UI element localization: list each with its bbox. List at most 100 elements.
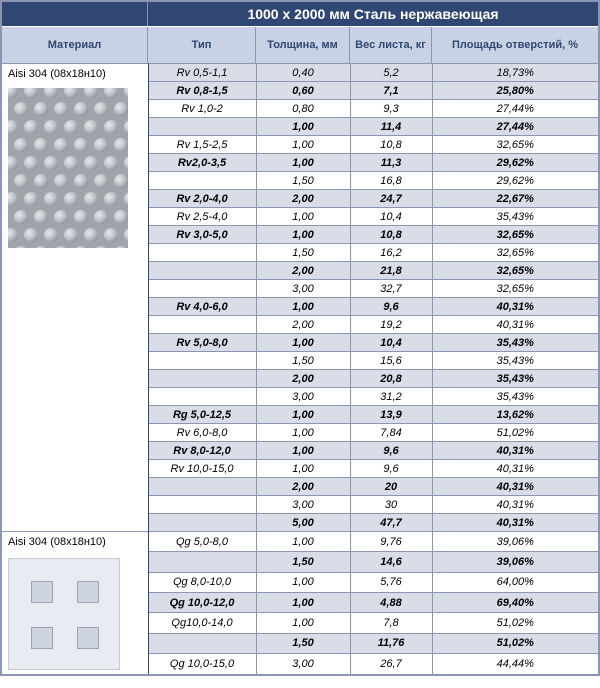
cell-wt: 9,6 xyxy=(350,442,432,460)
col-thickness: Толщина, мм xyxy=(256,27,350,63)
cell-area: 22,67% xyxy=(432,190,598,208)
cell-area: 32,65% xyxy=(432,262,598,280)
cell-th: 1,00 xyxy=(256,613,350,633)
cell-type: Rv 5,0-8,0 xyxy=(148,334,256,352)
cell-type: Rv 2,0-4,0 xyxy=(148,190,256,208)
cell-wt: 11,76 xyxy=(350,633,432,653)
cell-wt: 5,76 xyxy=(350,572,432,592)
cell-type xyxy=(148,280,256,298)
cell-area: 35,43% xyxy=(432,208,598,226)
cell-wt: 15,6 xyxy=(350,352,432,370)
cell-wt: 10,8 xyxy=(350,136,432,154)
cell-th: 1,50 xyxy=(256,552,350,572)
perforated-square-icon xyxy=(8,558,120,670)
cell-th: 1,50 xyxy=(256,172,350,190)
cell-area: 25,80% xyxy=(432,82,598,100)
cell-wt: 19,2 xyxy=(350,316,432,334)
cell-type: Qg 10,0-15,0 xyxy=(148,654,256,674)
cell-wt: 31,2 xyxy=(350,388,432,406)
cell-wt: 7,8 xyxy=(350,613,432,633)
cell-th: 5,00 xyxy=(256,514,350,532)
cell-wt: 10,4 xyxy=(350,208,432,226)
cell-area: 32,65% xyxy=(432,136,598,154)
cell-th: 1,00 xyxy=(256,154,350,172)
cell-area: 39,06% xyxy=(432,552,598,572)
title-spacer xyxy=(2,2,148,26)
cell-area: 27,44% xyxy=(432,100,598,118)
cell-wt: 13,9 xyxy=(350,406,432,424)
cell-th: 0,40 xyxy=(256,64,350,82)
cell-th: 1,00 xyxy=(256,334,350,352)
cell-th: 3,00 xyxy=(256,280,350,298)
cell-type: Rv 1,5-2,5 xyxy=(148,136,256,154)
cell-th: 1,00 xyxy=(256,442,350,460)
cell-area: 40,31% xyxy=(432,496,598,514)
cell-wt: 16,8 xyxy=(350,172,432,190)
cell-th: 1,00 xyxy=(256,136,350,154)
col-weight: Вес листа, кг xyxy=(350,27,432,63)
title-row: 1000 x 2000 мм Сталь нержавеющая xyxy=(2,0,598,26)
cell-area: 35,43% xyxy=(432,352,598,370)
cell-wt: 9,3 xyxy=(350,100,432,118)
cell-area: 40,31% xyxy=(432,460,598,478)
cell-type: Rv 6,0-8,0 xyxy=(148,424,256,442)
cell-type: Rv 3,0-5,0 xyxy=(148,226,256,244)
cell-th: 0,60 xyxy=(256,82,350,100)
cell-th: 1,00 xyxy=(256,424,350,442)
cell-type: Qg10,0-14,0 xyxy=(148,613,256,633)
cell-th: 3,00 xyxy=(256,496,350,514)
cell-type: Rv 0,8-1,5 xyxy=(148,82,256,100)
cell-area: 32,65% xyxy=(432,244,598,262)
cell-wt: 20,8 xyxy=(350,370,432,388)
cell-type: Rv 1,0-2 xyxy=(148,100,256,118)
cell-type: Qg 8,0-10,0 xyxy=(148,572,256,592)
cell-type xyxy=(148,552,256,572)
cell-th: 1,00 xyxy=(256,208,350,226)
cell-area: 39,06% xyxy=(432,532,598,552)
cell-th: 3,00 xyxy=(256,388,350,406)
cell-area: 27,44% xyxy=(432,118,598,136)
cell-th: 2,00 xyxy=(256,370,350,388)
material-label: Aisi 304 (08х18н10) xyxy=(8,536,142,548)
cell-th: 1,50 xyxy=(256,244,350,262)
cell-wt: 47,7 xyxy=(350,514,432,532)
cell-type: Rv 8,0-12,0 xyxy=(148,442,256,460)
cell-area: 32,65% xyxy=(432,226,598,244)
cell-type: Rv 2,5-4,0 xyxy=(148,208,256,226)
cell-th: 1,00 xyxy=(256,532,350,552)
data-table: Aisi 304 (08х18н10)Rv 0,5-1,10,405,218,7… xyxy=(2,63,598,674)
cell-wt: 10,8 xyxy=(350,226,432,244)
cell-area: 40,31% xyxy=(432,514,598,532)
material-cell: Aisi 304 (08х18н10) xyxy=(2,532,148,675)
cell-type: Rv 10,0-15,0 xyxy=(148,460,256,478)
cell-wt: 24,7 xyxy=(350,190,432,208)
table-title: 1000 x 2000 мм Сталь нержавеющая xyxy=(148,2,598,26)
cell-wt: 21,8 xyxy=(350,262,432,280)
cell-area: 51,02% xyxy=(432,424,598,442)
cell-area: 32,65% xyxy=(432,280,598,298)
cell-type: Rv2,0-3,5 xyxy=(148,154,256,172)
cell-th: 1,50 xyxy=(256,352,350,370)
cell-wt: 10,4 xyxy=(350,334,432,352)
cell-area: 40,31% xyxy=(432,478,598,496)
table-row: Aisi 304 (08х18н10)Rv 0,5-1,10,405,218,7… xyxy=(2,64,598,82)
cell-th: 1,00 xyxy=(256,460,350,478)
cell-area: 18,73% xyxy=(432,64,598,82)
cell-type xyxy=(148,118,256,136)
cell-th: 1,50 xyxy=(256,633,350,653)
cell-area: 40,31% xyxy=(432,442,598,460)
cell-th: 1,00 xyxy=(256,226,350,244)
cell-type xyxy=(148,316,256,334)
cell-area: 44,44% xyxy=(432,654,598,674)
cell-area: 35,43% xyxy=(432,334,598,352)
cell-type xyxy=(148,172,256,190)
col-material: Материал xyxy=(2,27,148,63)
table-container: 1000 x 2000 мм Сталь нержавеющая Материа… xyxy=(0,0,600,676)
cell-area: 64,00% xyxy=(432,572,598,592)
cell-wt: 4,88 xyxy=(350,593,432,613)
cell-area: 51,02% xyxy=(432,633,598,653)
cell-type xyxy=(148,352,256,370)
cell-type xyxy=(148,262,256,280)
cell-th: 2,00 xyxy=(256,262,350,280)
cell-wt: 30 xyxy=(350,496,432,514)
